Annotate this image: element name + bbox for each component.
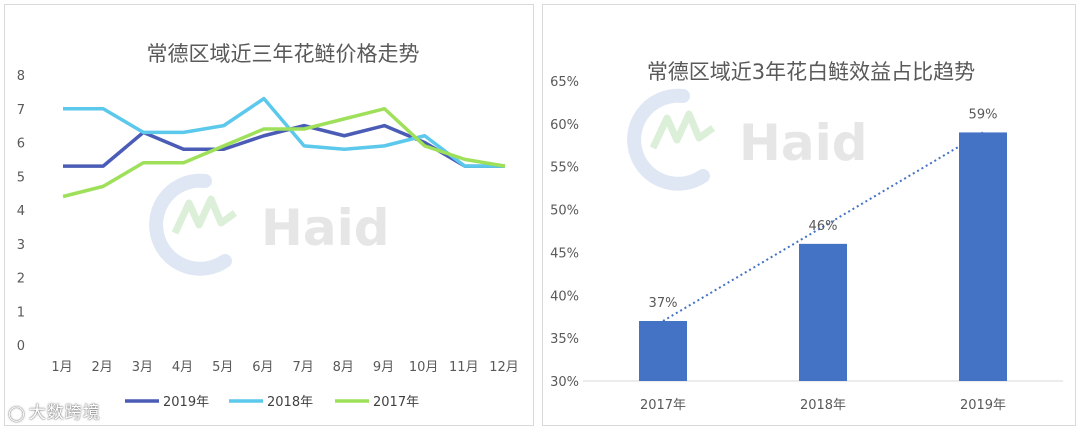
haid-watermark-right: Haid bbox=[627, 88, 868, 191]
bar-chart-panel: Haid 常德区域近3年花白鲢效益占比趋势 30% 35% 40% 45% 50% 55%… bbox=[542, 4, 1076, 426]
x-tick-label: 2019年 bbox=[960, 398, 1006, 413]
y-tick-label: 55% bbox=[550, 161, 579, 176]
source-watermark-text: 大数跨境 bbox=[28, 403, 101, 423]
legend-label: 2019年 bbox=[163, 395, 209, 410]
bar-chart: Haid 常德区域近3年花白鲢效益占比趋势 30% 35% 40% 45% 50% 55%… bbox=[550, 60, 1063, 413]
line-chart: Haid 常德区域近三年花鲢价格走势 0 1 2 3 4 5 6 7 8 1月 2月 3月 4月 5月 6… bbox=[17, 42, 519, 410]
bar-2018年 bbox=[799, 243, 847, 381]
svg-text:Haid: Haid bbox=[261, 199, 390, 257]
y-tick-label: 45% bbox=[550, 246, 579, 261]
series-line-2017年 bbox=[62, 107, 506, 199]
y-tick-label: 40% bbox=[550, 289, 579, 304]
bar-2019年 bbox=[959, 132, 1007, 381]
y-tick-label: 60% bbox=[550, 118, 579, 133]
y-tick-label: 6 bbox=[17, 137, 25, 152]
y-tick-label: 65% bbox=[550, 75, 579, 90]
x-tick-label: 8月 bbox=[333, 360, 354, 375]
data-label: 46% bbox=[809, 219, 838, 234]
bar-2017年 bbox=[639, 321, 687, 381]
y-tick-label: 1 bbox=[17, 305, 25, 320]
data-label: 37% bbox=[649, 296, 678, 311]
y-tick-label: 7 bbox=[17, 103, 25, 118]
series-line-2018年 bbox=[63, 96, 505, 168]
y-tick-label: 35% bbox=[550, 332, 579, 347]
x-tick-label: 2017年 bbox=[640, 398, 686, 413]
y-tick-label: 0 bbox=[17, 339, 25, 354]
svg-text:Haid: Haid bbox=[739, 114, 868, 172]
y-tick-label: 3 bbox=[17, 238, 25, 253]
x-tick-label: 3月 bbox=[132, 360, 153, 375]
x-tick-label: 9月 bbox=[373, 360, 394, 375]
x-tick-label: 6月 bbox=[252, 360, 273, 375]
x-tick-label: 1月 bbox=[51, 360, 72, 375]
legend-label: 2018年 bbox=[267, 395, 313, 410]
trend-line bbox=[662, 131, 984, 322]
x-tick-label: 5月 bbox=[212, 360, 233, 375]
y-tick-label: 2 bbox=[17, 272, 25, 287]
x-tick-label: 2月 bbox=[92, 360, 113, 375]
x-tick-label: 2018年 bbox=[800, 398, 846, 413]
bar-chart-title: 常德区域近3年花白鲢效益占比趋势 bbox=[647, 60, 975, 84]
line-chart-panel: Haid 常德区域近三年花鲢价格走势 0 1 2 3 4 5 6 7 8 1月 2月 3月 4月 5月 6… bbox=[4, 4, 534, 426]
y-tick-label: 30% bbox=[550, 375, 579, 390]
weibo-like-icon: ◯ bbox=[8, 404, 26, 422]
y-tick-label: 4 bbox=[17, 204, 25, 219]
legend-label: 2017年 bbox=[373, 395, 419, 410]
x-tick-label: 11月 bbox=[449, 360, 479, 375]
y-tick-label: 5 bbox=[17, 170, 25, 185]
x-tick-label: 7月 bbox=[292, 360, 313, 375]
x-tick-label: 4月 bbox=[172, 360, 193, 375]
data-label: 59% bbox=[969, 107, 998, 122]
x-tick-label: 10月 bbox=[409, 360, 439, 375]
haid-watermark-left: Haid bbox=[149, 173, 390, 276]
line-chart-title: 常德区域近三年花鲢价格走势 bbox=[147, 42, 420, 66]
y-tick-label: 50% bbox=[550, 204, 579, 219]
x-tick-label: 12月 bbox=[489, 360, 519, 375]
source-watermark: ◯ 大数跨境 bbox=[8, 398, 101, 423]
y-tick-label: 8 bbox=[17, 69, 25, 84]
